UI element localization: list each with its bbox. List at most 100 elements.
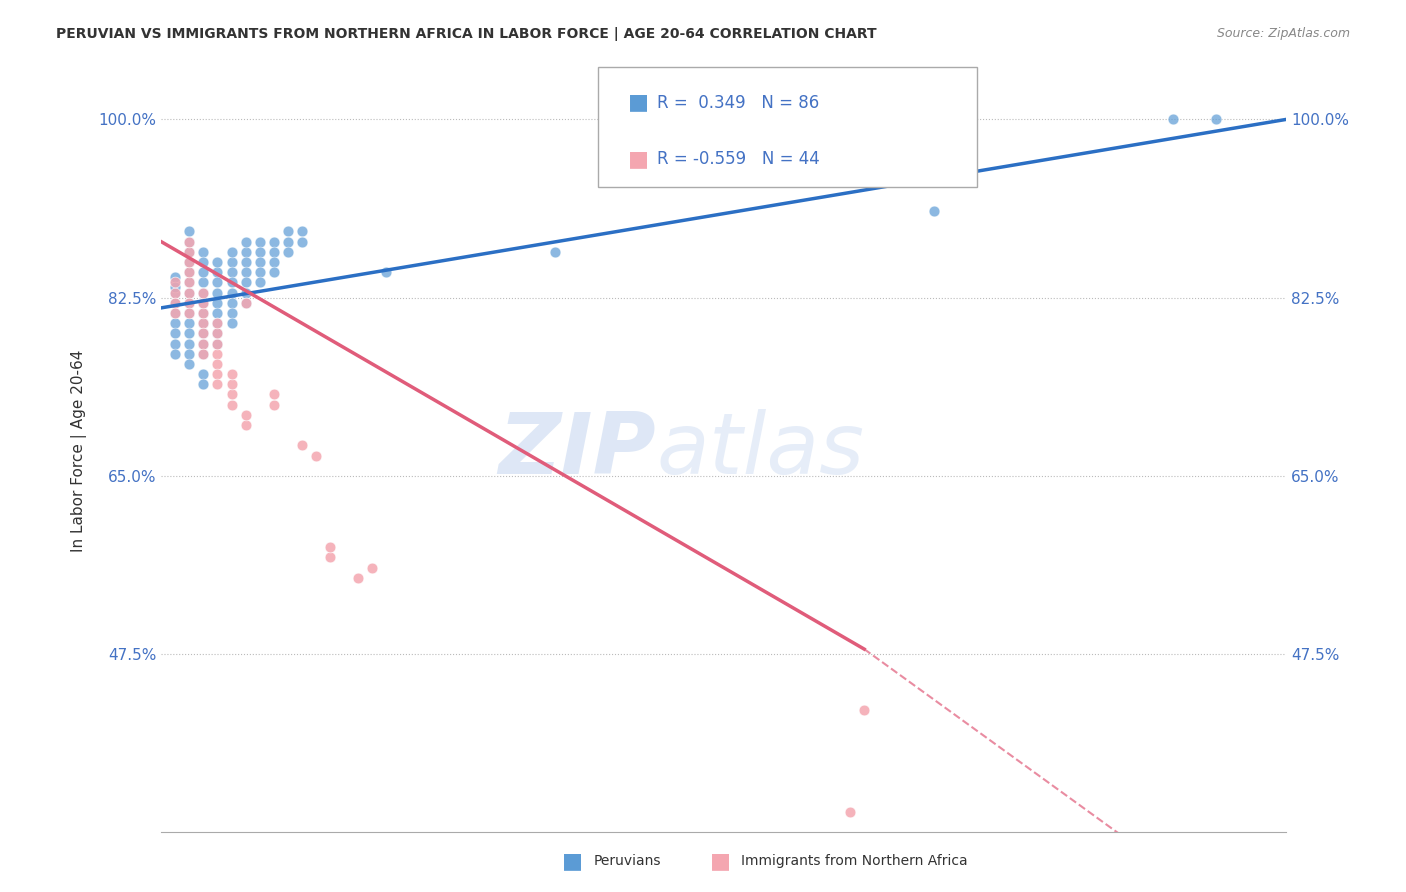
Point xyxy=(263,387,285,401)
Point xyxy=(193,336,215,351)
Point xyxy=(165,326,187,341)
Point xyxy=(1205,112,1227,127)
Point xyxy=(375,265,398,279)
Point xyxy=(221,398,243,412)
Point xyxy=(165,336,187,351)
Point xyxy=(249,244,271,259)
Point xyxy=(277,235,299,249)
Point xyxy=(193,377,215,392)
Point xyxy=(193,367,215,381)
Text: R = -0.559   N = 44: R = -0.559 N = 44 xyxy=(657,150,820,168)
Point xyxy=(221,265,243,279)
Point xyxy=(235,265,257,279)
Point xyxy=(207,336,229,351)
Point xyxy=(179,295,201,310)
Point xyxy=(305,449,328,463)
Point xyxy=(361,560,384,574)
Point xyxy=(179,244,201,259)
Point xyxy=(165,295,187,310)
Point xyxy=(193,285,215,300)
Text: ■: ■ xyxy=(628,93,650,112)
Point xyxy=(179,225,201,239)
Point xyxy=(249,255,271,269)
Text: ■: ■ xyxy=(562,851,583,871)
Point xyxy=(221,316,243,330)
Text: Source: ZipAtlas.com: Source: ZipAtlas.com xyxy=(1216,27,1350,40)
Point xyxy=(207,357,229,371)
Point xyxy=(249,265,271,279)
Point xyxy=(165,280,187,294)
Point xyxy=(207,336,229,351)
Point xyxy=(193,326,215,341)
Point xyxy=(179,244,201,259)
Point xyxy=(165,270,187,285)
Point xyxy=(179,357,201,371)
Point xyxy=(853,703,876,717)
Point xyxy=(207,295,229,310)
Point xyxy=(235,285,257,300)
Point xyxy=(207,367,229,381)
Point xyxy=(179,295,201,310)
Point xyxy=(179,285,201,300)
Text: PERUVIAN VS IMMIGRANTS FROM NORTHERN AFRICA IN LABOR FORCE | AGE 20-64 CORRELATI: PERUVIAN VS IMMIGRANTS FROM NORTHERN AFR… xyxy=(56,27,877,41)
Point xyxy=(179,336,201,351)
Point xyxy=(165,295,187,310)
Point xyxy=(193,347,215,361)
Point xyxy=(179,265,201,279)
Point xyxy=(193,316,215,330)
Point xyxy=(235,276,257,290)
Point xyxy=(179,255,201,269)
Point xyxy=(165,285,187,300)
Text: ■: ■ xyxy=(628,149,650,169)
Text: atlas: atlas xyxy=(657,409,865,492)
Point xyxy=(179,347,201,361)
Point xyxy=(207,316,229,330)
Point xyxy=(193,244,215,259)
Point xyxy=(207,347,229,361)
Point xyxy=(193,285,215,300)
Point xyxy=(207,377,229,392)
Point xyxy=(179,326,201,341)
Y-axis label: In Labor Force | Age 20-64: In Labor Force | Age 20-64 xyxy=(72,350,87,551)
Point xyxy=(221,295,243,310)
Point xyxy=(193,347,215,361)
Point xyxy=(179,235,201,249)
Point xyxy=(263,398,285,412)
Point xyxy=(193,276,215,290)
Point xyxy=(165,285,187,300)
Point xyxy=(221,306,243,320)
Point xyxy=(207,285,229,300)
Point xyxy=(235,295,257,310)
Point xyxy=(179,255,201,269)
Text: ■: ■ xyxy=(710,851,731,871)
Point xyxy=(235,255,257,269)
Point xyxy=(193,265,215,279)
Point xyxy=(263,244,285,259)
Point xyxy=(165,306,187,320)
Point xyxy=(277,244,299,259)
Point xyxy=(263,265,285,279)
Text: Peruvians: Peruvians xyxy=(593,854,661,868)
Point xyxy=(221,244,243,259)
Point xyxy=(179,235,201,249)
Text: Immigrants from Northern Africa: Immigrants from Northern Africa xyxy=(741,854,967,868)
Point xyxy=(165,347,187,361)
Point xyxy=(221,367,243,381)
Point xyxy=(235,408,257,422)
Point xyxy=(193,295,215,310)
Point xyxy=(193,336,215,351)
Point xyxy=(263,255,285,269)
Point xyxy=(179,316,201,330)
Point xyxy=(179,265,201,279)
Point xyxy=(291,235,314,249)
Point xyxy=(839,805,862,819)
Point xyxy=(235,235,257,249)
Point xyxy=(235,244,257,259)
Point xyxy=(235,295,257,310)
Point xyxy=(544,244,567,259)
Point xyxy=(263,235,285,249)
Point xyxy=(179,306,201,320)
Point xyxy=(235,417,257,432)
Point xyxy=(165,276,187,290)
Point xyxy=(193,295,215,310)
